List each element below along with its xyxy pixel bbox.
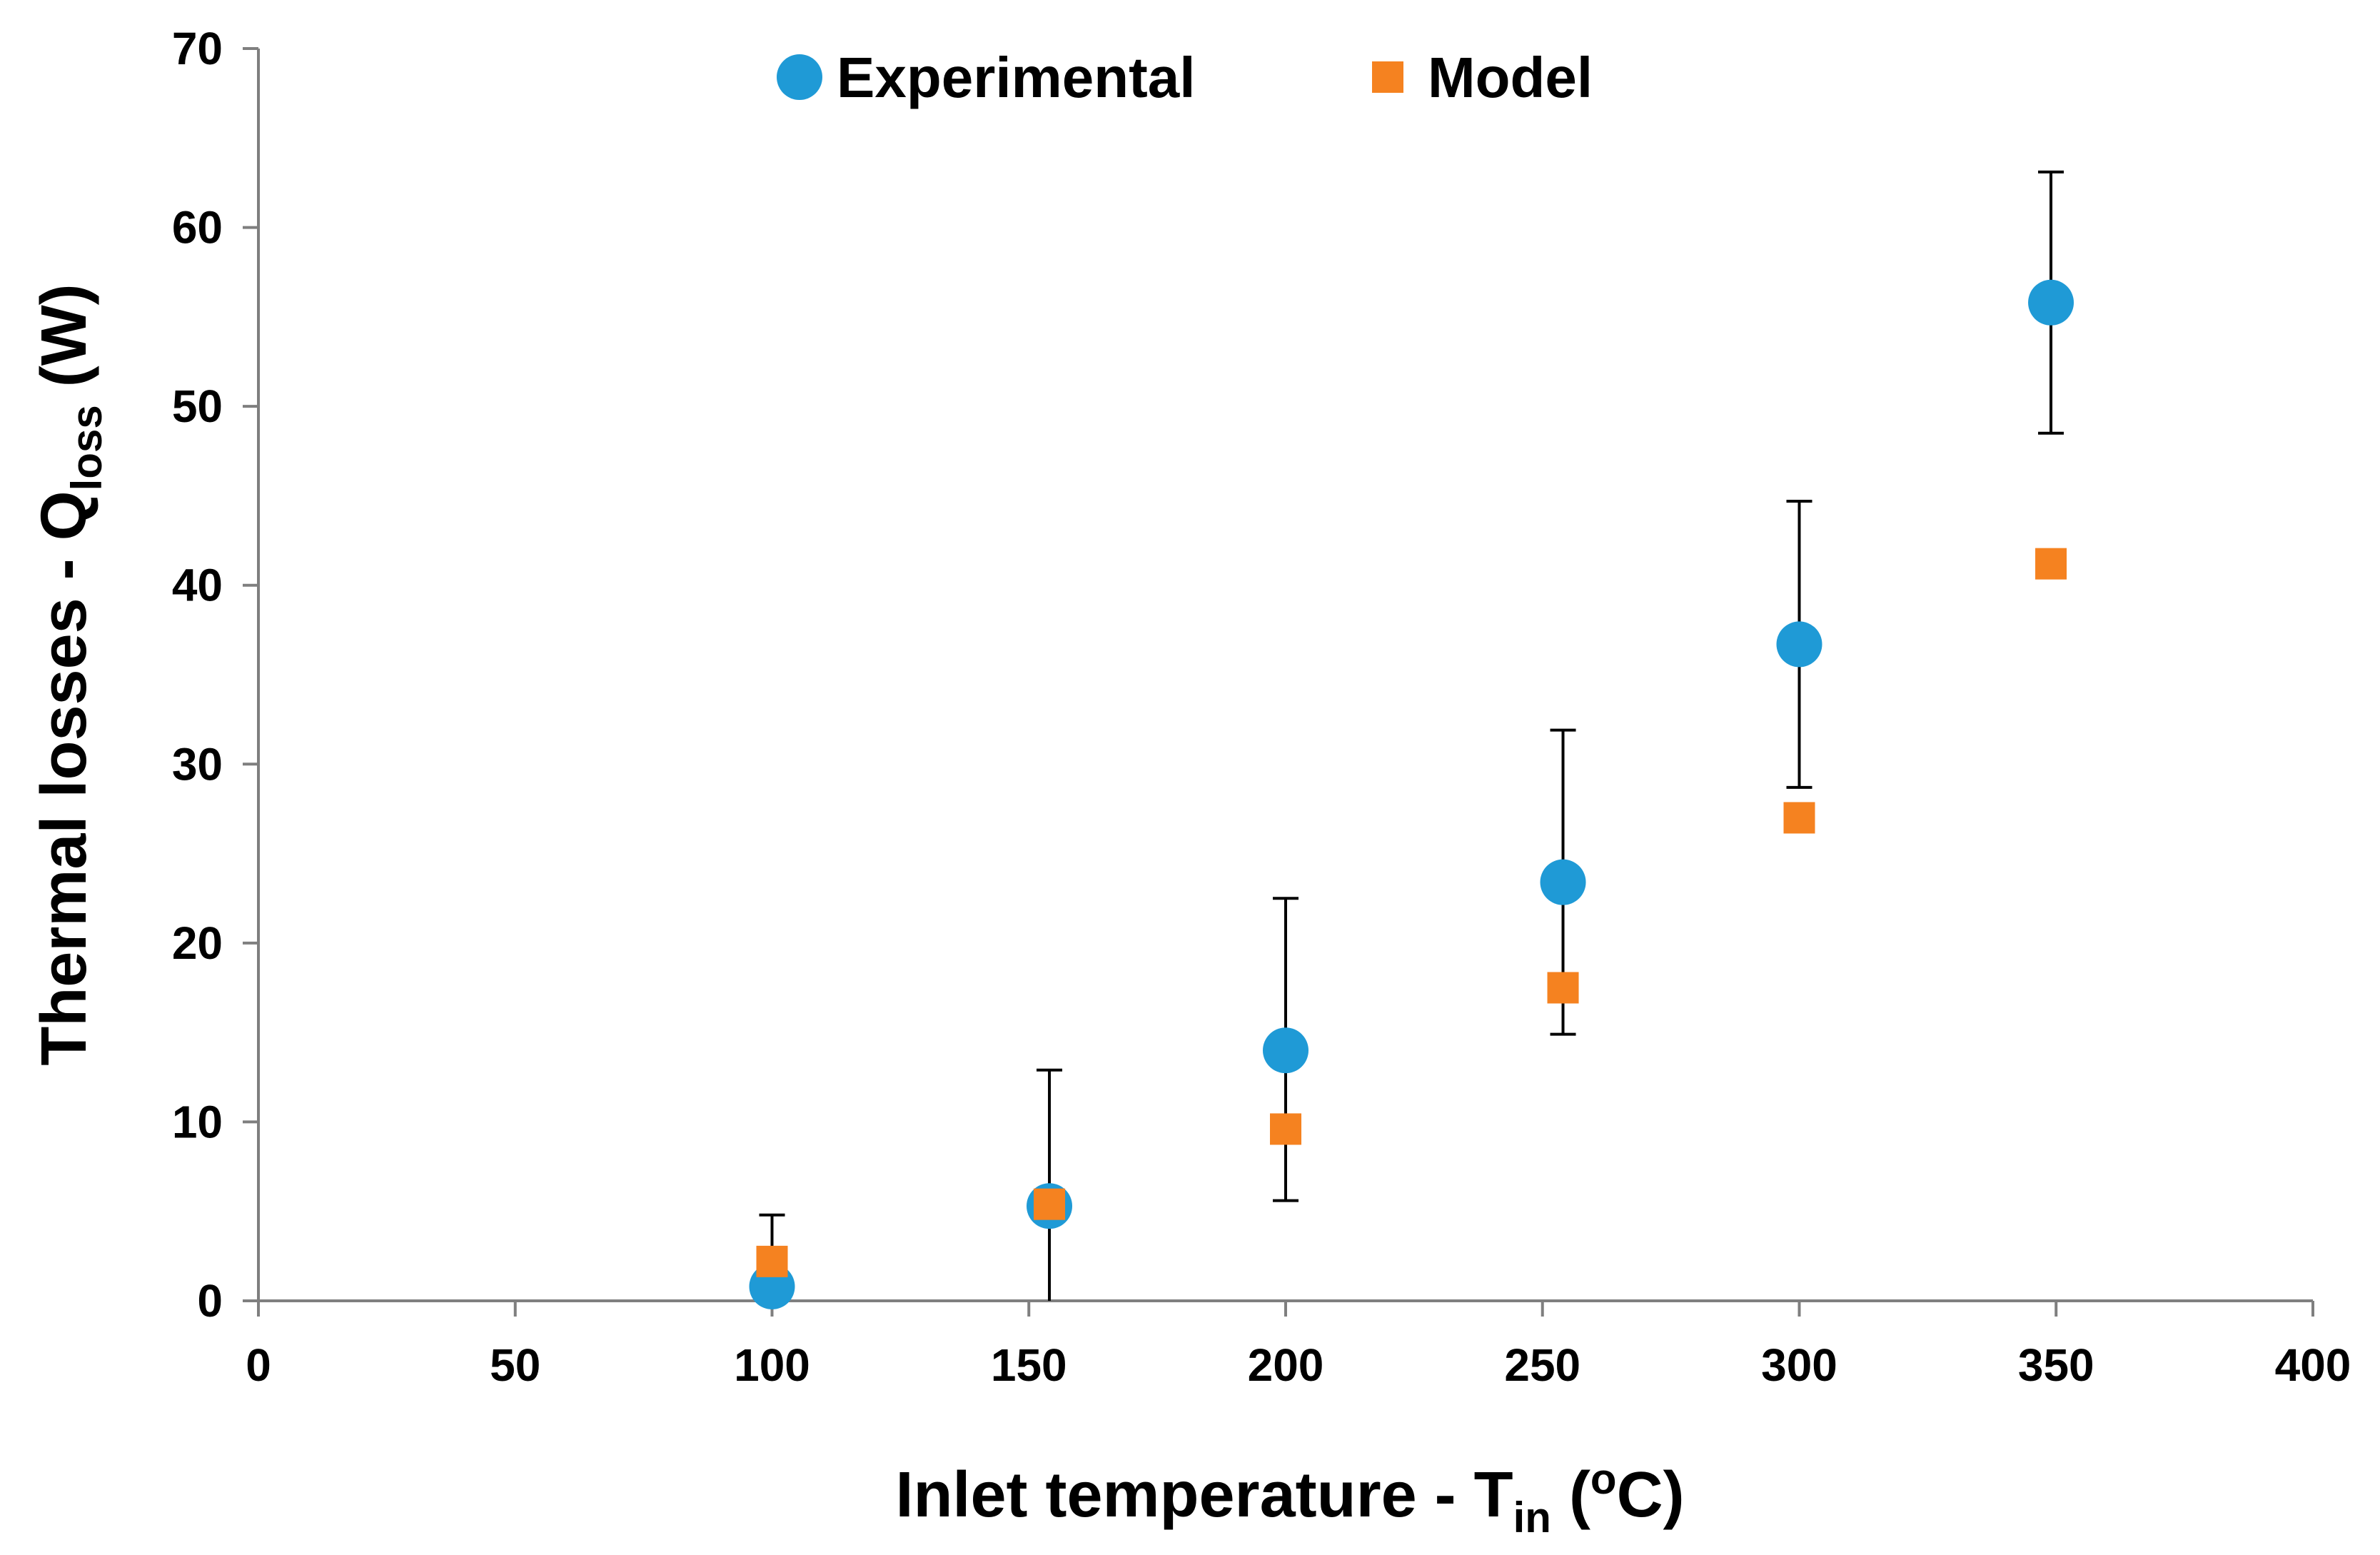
y-axis-ticks: 0 10 20 30 40 50 60 70 <box>172 23 258 1327</box>
y-tick-label: 30 <box>172 738 223 790</box>
legend-label-model: Model <box>1428 46 1593 109</box>
model-point <box>1270 1113 1301 1145</box>
x-axis-ticks: 0 50 100 150 200 250 300 350 400 <box>246 1301 2351 1391</box>
x-tick-label: 400 <box>2275 1339 2351 1391</box>
model-point <box>2035 548 2067 580</box>
x-tick-label: 0 <box>246 1339 271 1391</box>
model-point <box>1547 972 1579 1004</box>
legend-marker-experimental <box>777 54 822 100</box>
x-tick-label: 200 <box>1248 1339 1324 1391</box>
x-tick-label: 350 <box>2018 1339 2094 1391</box>
data-marks <box>749 279 2074 1309</box>
experimental-point <box>1540 859 1586 905</box>
experimental-point <box>1263 1027 1309 1074</box>
x-tick-label: 300 <box>1761 1339 1837 1391</box>
y-tick-label: 10 <box>172 1096 223 1147</box>
x-tick-label: 150 <box>991 1339 1067 1391</box>
y-tick-label: 40 <box>172 560 223 611</box>
error-bars <box>759 170 2064 1301</box>
experimental-point <box>1776 621 1822 668</box>
experimental-point <box>2028 279 2074 326</box>
x-tick-label: 50 <box>490 1339 540 1391</box>
y-tick-label: 60 <box>172 202 223 253</box>
model-point <box>1034 1188 1066 1220</box>
y-tick-label: 0 <box>197 1275 223 1327</box>
legend-marker-model <box>1372 61 1403 93</box>
y-axis-title: Thermal losses - Qloss (W) <box>29 283 111 1065</box>
y-tick-label: 70 <box>172 23 223 74</box>
y-tick-label: 50 <box>172 381 223 432</box>
model-point <box>756 1245 788 1277</box>
x-axis-title: Inlet temperature - Tin (oC) <box>895 1455 1684 1541</box>
x-tick-label: 100 <box>734 1339 810 1391</box>
legend: Experimental Model <box>777 46 1593 109</box>
x-tick-label: 250 <box>1504 1339 1580 1391</box>
legend-label-experimental: Experimental <box>837 46 1195 109</box>
y-tick-label: 20 <box>172 917 223 969</box>
model-point <box>1783 802 1815 834</box>
